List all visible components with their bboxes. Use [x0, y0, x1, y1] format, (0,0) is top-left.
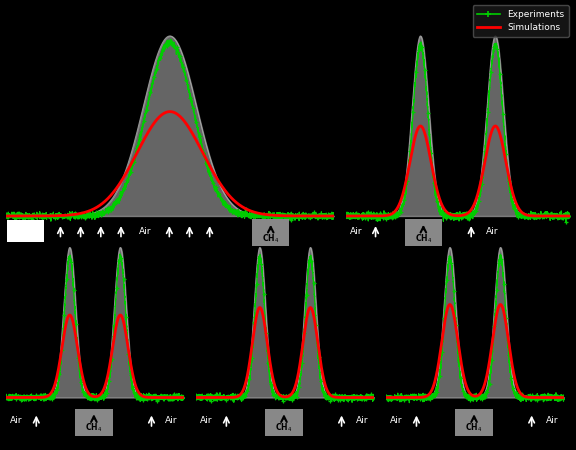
Text: CH$_4$: CH$_4$: [415, 232, 432, 245]
Text: CH$_4$: CH$_4$: [262, 232, 279, 245]
Legend: Experiments, Simulations: Experiments, Simulations: [473, 5, 569, 37]
Text: Air: Air: [486, 227, 498, 236]
Text: Air: Air: [545, 416, 558, 425]
Text: CH$_4$: CH$_4$: [465, 422, 483, 434]
Text: CH$_4$: CH$_4$: [85, 422, 103, 434]
Text: CH$_4$: CH$_4$: [275, 422, 293, 434]
Text: Air: Air: [139, 227, 151, 236]
Text: Air: Air: [355, 416, 368, 425]
Text: Air: Air: [390, 416, 403, 425]
Text: Air: Air: [350, 227, 362, 236]
Text: Air: Air: [200, 416, 213, 425]
Text: Air: Air: [10, 416, 22, 425]
Text: Air: Air: [165, 416, 178, 425]
